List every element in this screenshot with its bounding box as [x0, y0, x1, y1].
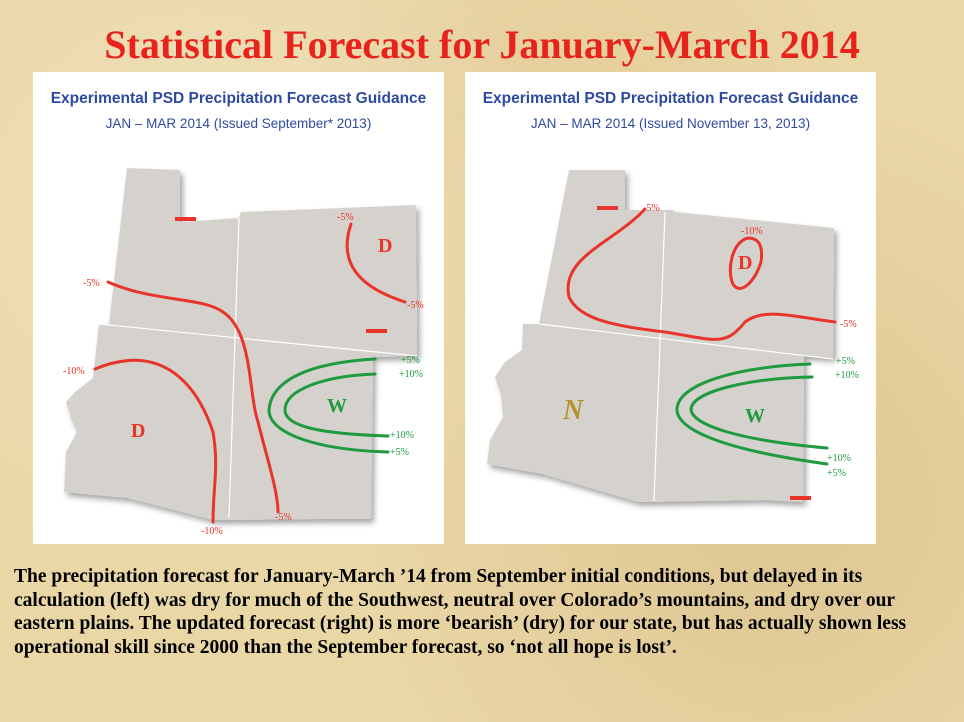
- panel-title: Experimental PSD Precipitation Forecast …: [50, 90, 427, 107]
- contour-label: -5%: [643, 203, 660, 214]
- four-corners-states-map: [64, 168, 417, 520]
- panel-subtitle: JAN – MAR 2014 (Issued September* 2013): [105, 116, 372, 131]
- contour-plus5: [267, 357, 390, 454]
- contour-label: -5%: [840, 319, 857, 330]
- wet-region-label: W: [745, 405, 765, 427]
- dry-region-label: D: [131, 420, 145, 442]
- contour-minus10-az: [93, 358, 218, 524]
- wet-region-label: W: [327, 395, 347, 417]
- state-borders: [538, 211, 834, 502]
- contour-label: -5%: [275, 512, 292, 523]
- contour-plus10: [689, 375, 829, 450]
- contour-minus5-ne: [345, 222, 407, 304]
- dry-region-label: D: [738, 252, 752, 274]
- contour-label: -5%: [83, 278, 100, 289]
- forecast-map: -5% -10% -5% +5% +10% +10% +5% D N W: [487, 170, 859, 502]
- contour-label: -5%: [407, 300, 424, 311]
- forecast-map: -5% -5% -5% -10% -10% -5% +5% +10% +10% …: [63, 168, 424, 537]
- contour-plus5: [675, 362, 829, 466]
- contour-label: +5%: [401, 355, 420, 366]
- dry-region-label: D: [378, 235, 392, 257]
- contour-label: -10%: [741, 226, 763, 237]
- panel-subtitle: JAN – MAR 2014 (Issued November 13, 2013…: [530, 116, 811, 131]
- contour-label: +5%: [827, 468, 846, 479]
- forecast-map-november: Experimental PSD Precipitation Forecast …: [465, 72, 876, 544]
- contour-label: +10%: [390, 430, 414, 441]
- contour-label: +5%: [836, 356, 855, 367]
- neutral-region-label: N: [562, 395, 585, 426]
- contour-label: -10%: [201, 526, 223, 537]
- panel-title: Experimental PSD Precipitation Forecast …: [482, 90, 859, 107]
- contour-label: +10%: [827, 453, 851, 464]
- contour-minus5: [566, 207, 837, 341]
- contour-label: -5%: [337, 212, 354, 223]
- contour-label: +10%: [835, 370, 859, 381]
- contour-minus10: [728, 236, 764, 290]
- caption-text: The precipitation forecast for January-M…: [14, 566, 907, 658]
- contour-label: -10%: [63, 366, 85, 377]
- contour-plus10: [283, 372, 390, 438]
- contour-minus5-nw: [106, 280, 280, 514]
- state-borders: [98, 217, 418, 519]
- contour-label: +5%: [390, 447, 409, 458]
- page-title: Statistical Forecast for January-March 2…: [104, 22, 860, 67]
- contour-label: +10%: [399, 369, 423, 380]
- forecast-map-september: Experimental PSD Precipitation Forecast …: [33, 72, 444, 544]
